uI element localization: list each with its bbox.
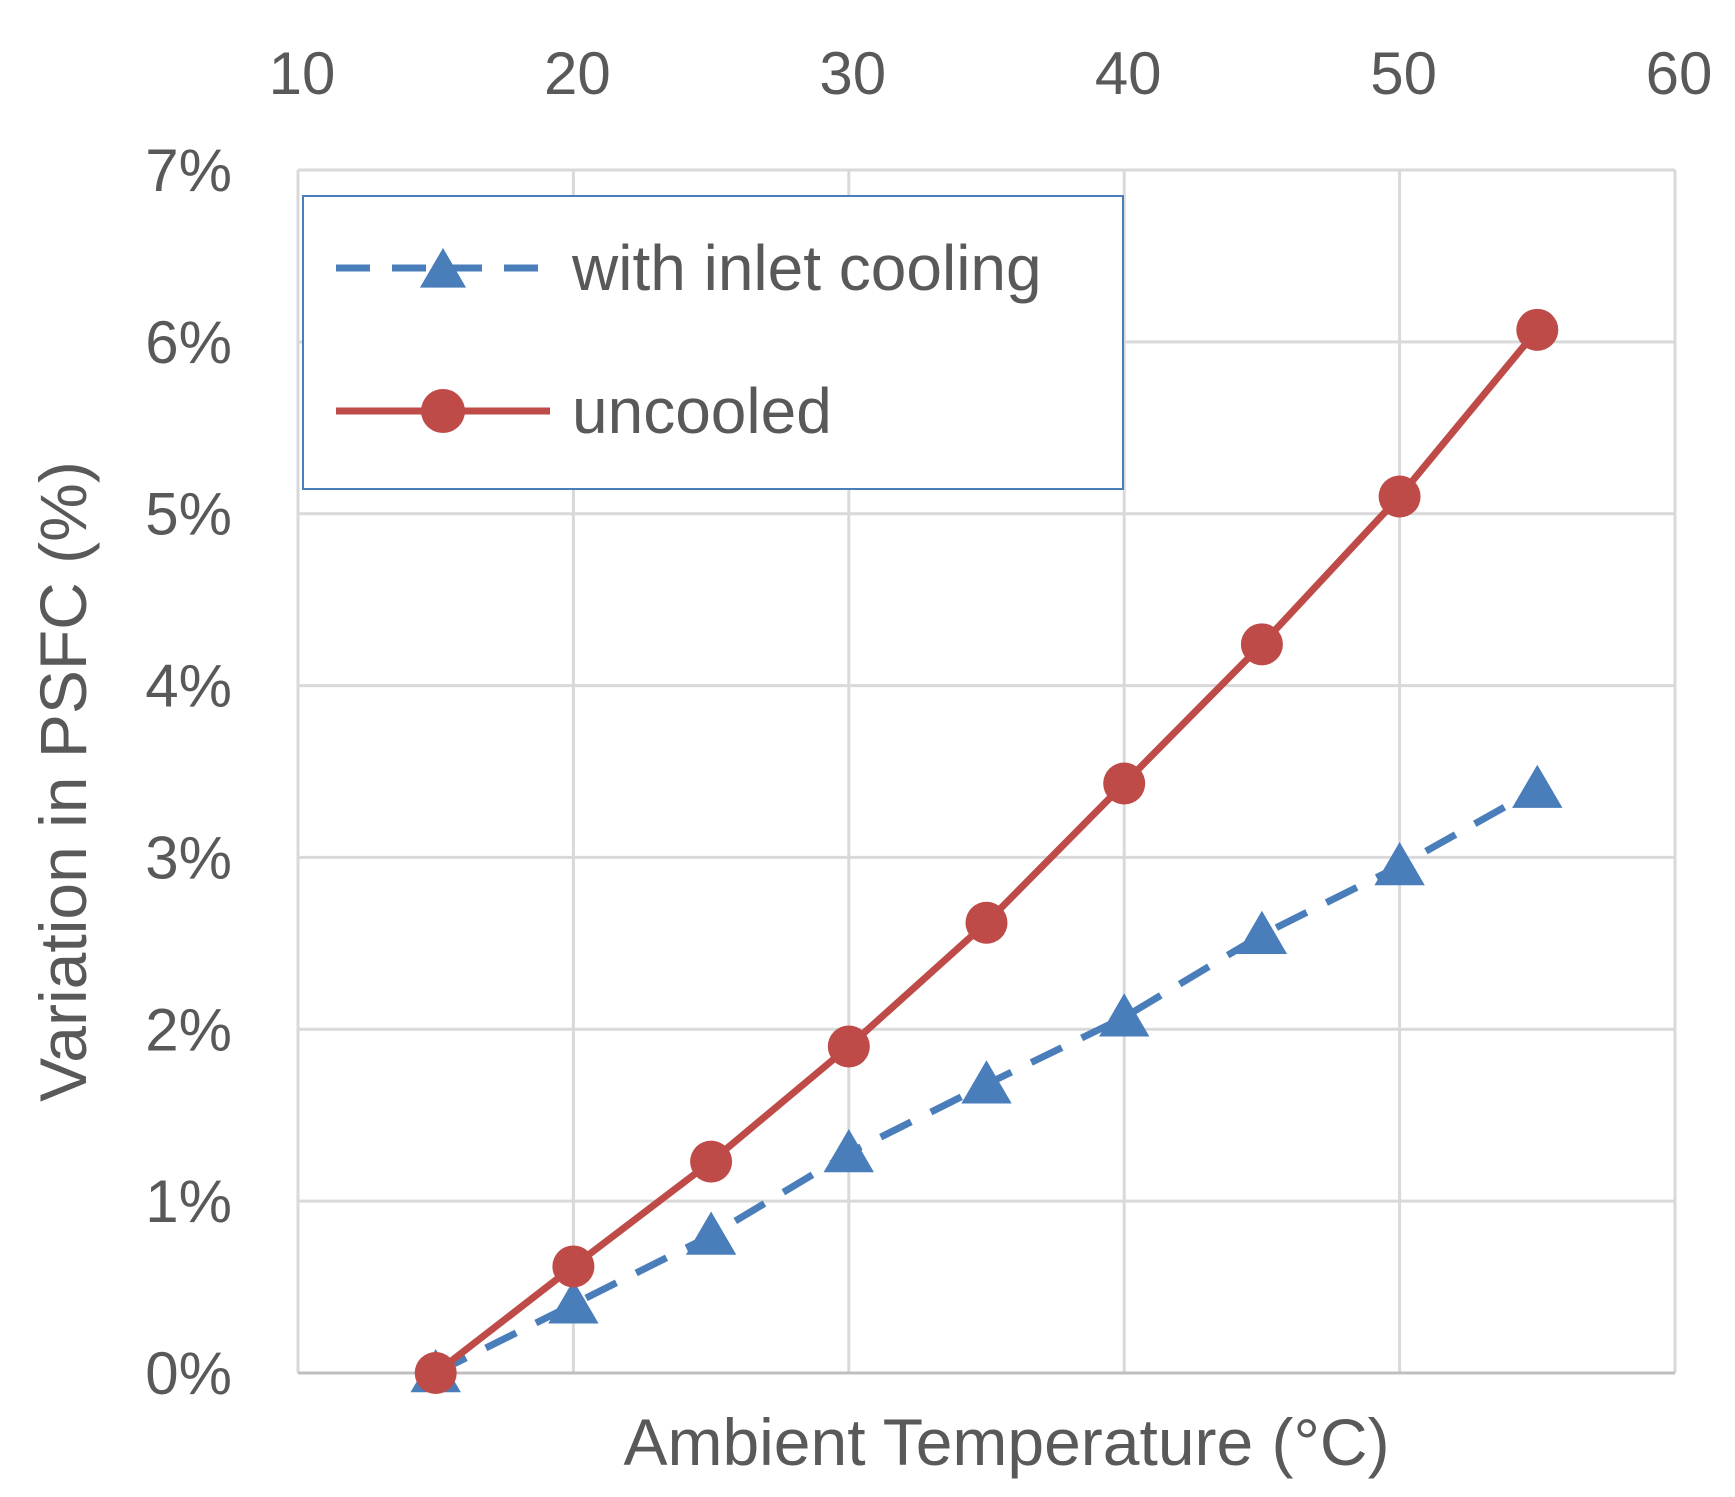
data-point bbox=[1512, 764, 1563, 808]
y-tick-label: 4% bbox=[145, 653, 232, 720]
y-tick-label: 7% bbox=[145, 137, 232, 204]
data-point bbox=[552, 1245, 595, 1288]
data-point bbox=[1103, 762, 1146, 805]
y-tick-label: 1% bbox=[145, 1168, 232, 1235]
x-tick-labels: 10 20 30 40 50 60 bbox=[269, 40, 1713, 107]
x-tick-label: 60 bbox=[1646, 40, 1713, 107]
legend: with inlet cooling uncooled bbox=[302, 195, 1124, 490]
legend-item-uncooled: uncooled bbox=[336, 375, 832, 447]
data-point bbox=[965, 901, 1008, 944]
y-tick-label: 5% bbox=[145, 481, 232, 548]
data-point bbox=[827, 1025, 870, 1068]
legend-label-uncooled: uncooled bbox=[572, 375, 832, 447]
data-point bbox=[690, 1140, 733, 1183]
data-point bbox=[414, 1352, 457, 1394]
series-with-inlet-cooling bbox=[410, 764, 1563, 1393]
x-tick-label: 20 bbox=[544, 40, 611, 107]
data-point bbox=[1374, 842, 1425, 886]
data-point bbox=[1240, 623, 1283, 666]
data-point bbox=[823, 1129, 874, 1173]
x-tick-label: 30 bbox=[819, 40, 886, 107]
y-tick-label: 2% bbox=[145, 996, 232, 1063]
data-point bbox=[685, 1211, 737, 1255]
data-point bbox=[1099, 993, 1150, 1037]
series bbox=[410, 308, 1563, 1394]
y-axis-title: Variation in PSFC (%) bbox=[26, 461, 100, 1102]
y-tick-label: 3% bbox=[145, 824, 232, 891]
series-uncooled bbox=[414, 308, 1559, 1394]
legend-marker-triangle bbox=[419, 248, 467, 288]
data-point bbox=[548, 1280, 599, 1324]
legend-label-with-inlet-cooling: with inlet cooling bbox=[571, 232, 1042, 304]
legend-box bbox=[302, 195, 1124, 490]
x-tick-label: 40 bbox=[1095, 40, 1162, 107]
y-tick-labels: 0% 1% 2% 3% 4% 5% 6% 7% bbox=[145, 137, 232, 1407]
data-point bbox=[1516, 308, 1559, 351]
x-axis-title: Ambient Temperature (°C) bbox=[623, 1405, 1389, 1479]
legend-marker-circle bbox=[421, 389, 465, 433]
y-tick-label: 6% bbox=[145, 309, 232, 376]
data-point bbox=[961, 1060, 1012, 1104]
data-point bbox=[1236, 910, 1288, 954]
legend-item-with-inlet-cooling: with inlet cooling bbox=[336, 232, 1042, 304]
x-tick-label: 10 bbox=[269, 40, 336, 107]
y-tick-label: 0% bbox=[145, 1340, 232, 1407]
data-point bbox=[1378, 475, 1421, 518]
x-tick-label: 50 bbox=[1370, 40, 1437, 107]
